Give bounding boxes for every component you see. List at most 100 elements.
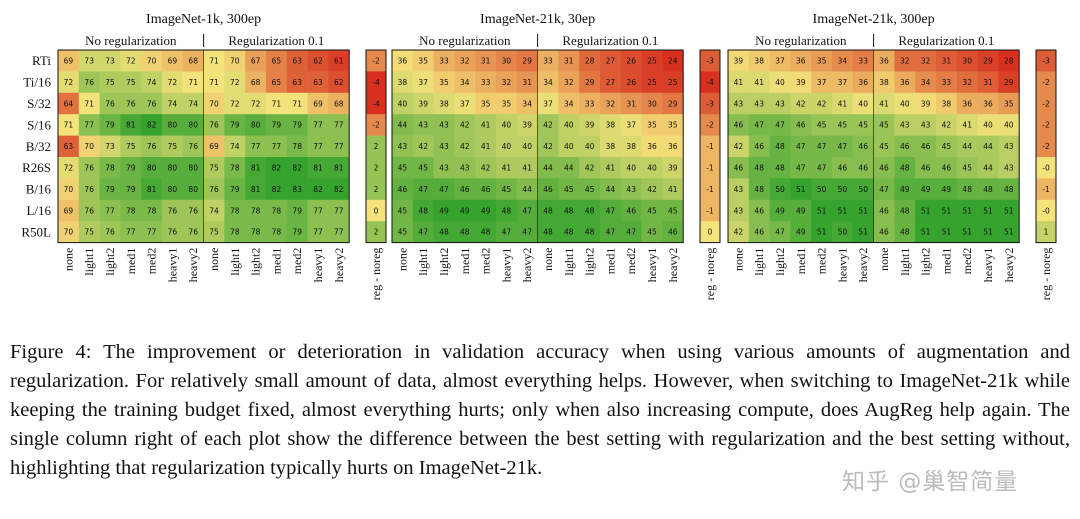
column-label: heavy1 — [165, 248, 179, 283]
diff-value: -4 — [706, 78, 714, 87]
heatmap-cell — [496, 199, 518, 222]
heatmap-cell — [328, 50, 350, 72]
diff-cell — [1036, 50, 1056, 72]
cell-value: 51 — [817, 228, 827, 237]
column-label: none — [395, 248, 409, 271]
cell-value: 77 — [313, 142, 323, 151]
heatmap-cell — [182, 92, 204, 115]
heatmap-cell — [454, 157, 476, 179]
heatmap-cell — [454, 221, 476, 243]
heatmap-cell — [790, 114, 812, 136]
heatmap-cell — [203, 178, 225, 201]
cell-value: 79 — [272, 121, 282, 130]
cell-value: 47 — [522, 228, 532, 237]
heatmap-cell — [769, 157, 791, 179]
cell-value: 61 — [334, 57, 344, 66]
heatmap-cell — [748, 199, 770, 222]
heatmap-cell — [224, 178, 246, 201]
cell-value: 71 — [209, 57, 219, 66]
column-label: med1 — [124, 248, 138, 275]
cell-value: 76 — [188, 142, 198, 151]
heatmap-cell — [58, 199, 80, 222]
cell-value: 48 — [900, 228, 910, 237]
heatmap-cell — [977, 114, 999, 136]
cell-value: 46 — [942, 164, 952, 173]
cell-value: 47 — [606, 228, 616, 237]
diff-value: -1 — [706, 164, 714, 173]
cell-value: 30 — [647, 99, 657, 108]
cell-value: 77 — [84, 121, 94, 130]
heatmap-cell — [748, 178, 770, 201]
cell-value: 71 — [292, 99, 302, 108]
cell-value: 46 — [921, 142, 931, 151]
heatmap-cell — [832, 221, 854, 243]
heatmap-cell — [600, 178, 622, 201]
diff-value: -2 — [706, 121, 714, 130]
diff-cell — [1036, 178, 1056, 201]
heatmap-cell — [203, 114, 225, 136]
cell-value: 76 — [209, 185, 219, 194]
heatmap-cell — [78, 135, 100, 158]
cell-value: 39 — [734, 57, 744, 66]
cell-value: 49 — [481, 206, 491, 215]
cell-value: 37 — [418, 78, 428, 87]
heatmap-cell — [936, 157, 958, 179]
column-label: light1 — [82, 248, 96, 276]
diff-value: 2 — [374, 164, 379, 173]
column-label: med2 — [815, 248, 829, 275]
heatmap-cell — [266, 50, 288, 72]
cell-value: 45 — [838, 121, 848, 130]
diff-cell — [700, 135, 720, 158]
heatmap-cell — [873, 71, 895, 94]
heatmap-cell — [662, 135, 684, 158]
diff-value: -2 — [1042, 99, 1050, 108]
cell-value: 25 — [647, 57, 657, 66]
heatmap-cell — [433, 92, 455, 115]
cell-value: 43 — [398, 142, 408, 151]
heatmap-cell — [245, 92, 267, 115]
cell-value: 36 — [668, 142, 678, 151]
heatmap-cell — [162, 199, 184, 222]
column-label: med1 — [939, 248, 953, 275]
heatmap-cell — [600, 157, 622, 179]
column-label: heavy2 — [666, 248, 680, 283]
cell-value: 36 — [796, 57, 806, 66]
heatmap-cell — [894, 157, 916, 179]
cell-value: 76 — [105, 99, 115, 108]
cell-value: 40 — [564, 142, 574, 151]
heatmap-cell — [537, 199, 559, 222]
column-label: med2 — [479, 248, 493, 275]
cell-value: 48 — [564, 206, 574, 215]
heatmap-cell — [516, 92, 538, 115]
diff-value: -2 — [1042, 121, 1050, 130]
diff-cell — [700, 71, 720, 94]
cell-value: 33 — [585, 99, 595, 108]
heatmap-cell — [620, 199, 642, 222]
cell-value: 32 — [921, 57, 931, 66]
cell-value: 44 — [983, 164, 993, 173]
heatmap-cell — [832, 50, 854, 72]
column-label: med1 — [458, 248, 472, 275]
cell-value: 51 — [983, 206, 993, 215]
heatmap-cell — [99, 92, 121, 115]
cell-value: 70 — [64, 228, 74, 237]
cell-value: 77 — [334, 142, 344, 151]
cell-value: 82 — [272, 185, 282, 194]
cell-value: 36 — [879, 57, 889, 66]
cell-value: 49 — [921, 185, 931, 194]
cell-value: 30 — [962, 57, 972, 66]
heatmap-cell — [328, 114, 350, 136]
cell-value: 38 — [398, 78, 408, 87]
cell-value: 75 — [126, 78, 136, 87]
heatmap-cell — [224, 199, 246, 222]
heatmap-cell — [852, 71, 874, 94]
heatmap-cell — [286, 92, 308, 115]
heatmap-cell — [537, 221, 559, 243]
heatmap-cell — [998, 135, 1020, 158]
heatmap-cell — [516, 71, 538, 94]
heatmap-cell — [245, 199, 267, 222]
cell-value: 63 — [292, 57, 302, 66]
heatmap-cell — [641, 178, 663, 201]
heatmap-cell — [832, 92, 854, 115]
cell-value: 68 — [251, 78, 261, 87]
